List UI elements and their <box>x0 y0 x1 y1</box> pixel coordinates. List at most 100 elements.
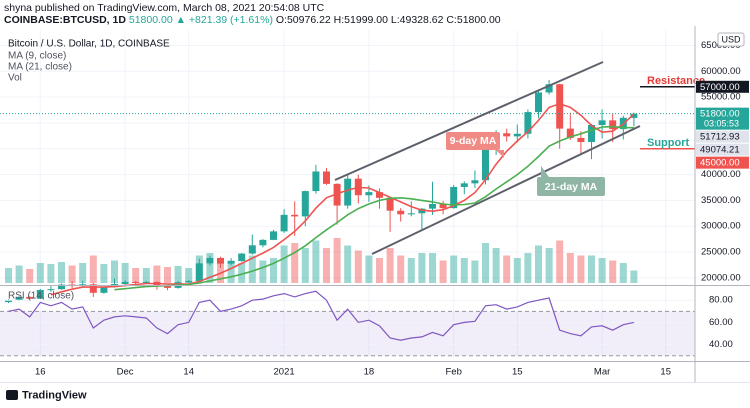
volume-bar <box>111 260 118 283</box>
volume-bar <box>15 265 23 283</box>
volume-bar <box>598 258 606 283</box>
x-tick-label: 14 <box>183 367 194 378</box>
volume-bar <box>609 260 617 283</box>
resistance-label: Resistance <box>647 75 705 87</box>
volume-bar <box>36 263 44 283</box>
symbol: COINBASE:BTCUSD, 1D <box>4 14 126 26</box>
volume-bar <box>164 267 171 283</box>
price-label-box <box>696 107 749 130</box>
candle-body <box>333 183 341 206</box>
volume-bar <box>566 253 574 283</box>
volume-bar <box>5 268 12 283</box>
candle-body <box>280 214 288 232</box>
candle-body <box>407 213 415 215</box>
volume-bar <box>238 263 246 283</box>
candle-body <box>164 285 171 288</box>
candle-body <box>5 300 12 303</box>
y-tick-label: 25000.00 <box>701 247 741 258</box>
candle-body <box>58 284 65 290</box>
volume-bar <box>354 250 362 283</box>
candle-body <box>365 192 373 196</box>
candle-body <box>429 204 436 209</box>
volume-bar <box>89 255 97 283</box>
x-tick-label: 16 <box>35 367 46 378</box>
volume-bar <box>100 264 108 283</box>
last-price: 51800.00 <box>129 14 173 26</box>
candle-body <box>556 84 564 129</box>
volume-bar <box>386 248 394 283</box>
unit: USD <box>721 34 741 44</box>
volume-bar <box>365 255 373 283</box>
candle-body <box>482 141 489 181</box>
price-label-box <box>696 80 749 93</box>
candle-body <box>291 214 299 217</box>
volume-bar <box>333 238 341 283</box>
rsi-tick-label: 80.00 <box>709 295 733 306</box>
price-label-box <box>696 143 749 156</box>
volume-bar <box>301 248 309 283</box>
chart-title: Bitcoin / U.S. Dollar, 1D, COINBASE <box>8 39 170 50</box>
volume-bar <box>524 253 532 283</box>
volume-bar <box>312 240 320 283</box>
volume-bar <box>248 255 256 283</box>
volume-bar <box>185 268 193 283</box>
ma-line <box>114 125 634 291</box>
symbol-line: COINBASE:BTCUSD, 1D 51800.00 ▲ +821.39 (… <box>4 14 501 26</box>
volume-bar <box>142 268 150 283</box>
volume-bar <box>121 263 129 283</box>
y-tick-label: 40000.00 <box>701 169 741 180</box>
volume-bar <box>619 263 627 283</box>
ma21-callout-pointer <box>541 166 549 177</box>
candle-body <box>195 263 203 281</box>
price-label-box <box>696 156 749 169</box>
rsi-tick-label: 60.00 <box>709 317 733 328</box>
y-tick-label: 30000.00 <box>701 221 741 232</box>
volume-bar <box>280 245 288 283</box>
volume-bar <box>556 240 564 283</box>
volume-bar <box>450 255 458 283</box>
candle-body <box>312 171 320 192</box>
candle-body <box>471 180 479 184</box>
candle-body <box>26 296 34 299</box>
ma21-callout <box>537 177 605 196</box>
candle-body <box>376 192 383 198</box>
publisher-line: shyna published on TradingView.com, Marc… <box>4 2 325 14</box>
volume-bar <box>270 258 277 283</box>
candle-body <box>100 287 108 293</box>
legend-rsi: RSI (14, close) <box>8 291 74 302</box>
candle-body <box>142 281 150 283</box>
y-tick-label: 35000.00 <box>701 195 741 206</box>
volume-bar <box>482 243 489 283</box>
candle-body <box>545 84 553 93</box>
price-label: 49074.21 <box>700 145 740 156</box>
y-tick-label: 55000.00 <box>701 92 741 103</box>
candle-body <box>503 133 511 137</box>
price-label: 51712.93 <box>700 132 740 143</box>
ma9-callout-pointer <box>496 150 504 158</box>
candle-body <box>439 204 447 209</box>
candle-body <box>535 92 542 113</box>
volume-bar <box>503 255 511 283</box>
candle-body <box>609 120 617 130</box>
legend-volume: Vol <box>8 73 22 84</box>
candle-body <box>524 112 532 134</box>
x-tick-label: Feb <box>446 367 462 378</box>
candle-body <box>227 261 235 264</box>
volume-bar <box>460 258 468 283</box>
candle-body <box>15 296 23 301</box>
ma9-callout <box>446 132 500 150</box>
volume-bar <box>344 245 352 283</box>
volume-bar <box>68 265 76 283</box>
volume-bar <box>206 253 214 283</box>
support-label: Support <box>647 137 689 149</box>
candle-body <box>450 186 458 209</box>
rsi-line <box>8 290 635 341</box>
y-tick-label: 60000.00 <box>701 66 741 77</box>
legend-ma9: MA (9, close) <box>8 51 66 62</box>
logo-mark <box>6 390 18 400</box>
volume-bar <box>47 264 55 283</box>
brand-logo: TradingView <box>6 389 87 401</box>
brand: TradingView <box>22 389 87 401</box>
volume-bar <box>545 248 553 283</box>
